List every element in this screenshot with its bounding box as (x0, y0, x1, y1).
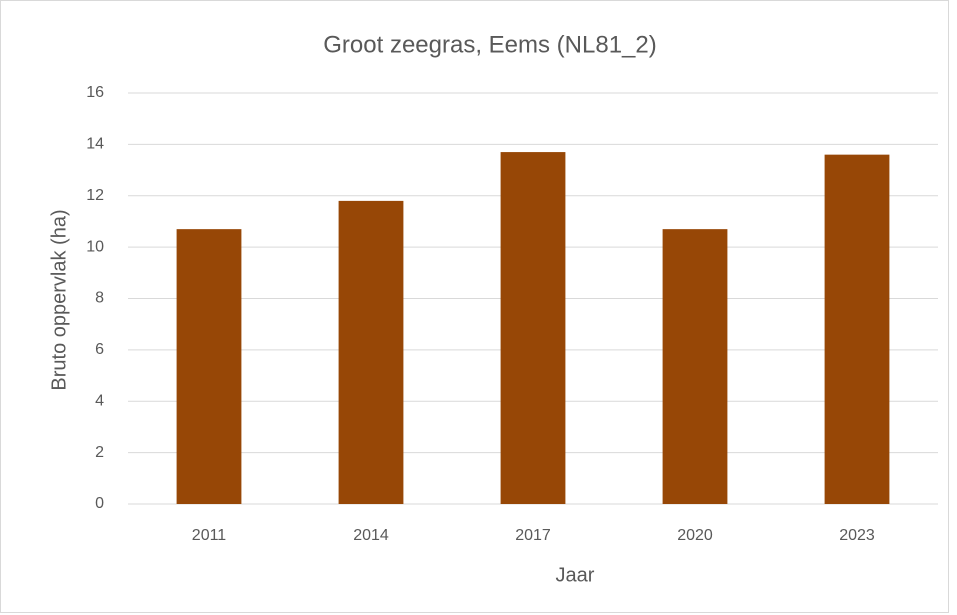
x-tick-label: 2023 (839, 527, 875, 544)
x-tick-label: 2014 (353, 527, 389, 544)
y-tick-label: 16 (86, 84, 104, 101)
y-tick-label: 6 (95, 341, 104, 358)
x-axis-label: Jaar (556, 564, 595, 586)
chart-title: Groot zeegras, Eems (NL81_2) (323, 31, 656, 58)
bar (500, 152, 566, 505)
bar (662, 229, 728, 505)
y-axis-label: Bruto oppervlak (ha) (48, 209, 70, 390)
y-tick-label: 10 (86, 238, 104, 255)
y-tick-label: 8 (95, 290, 104, 307)
y-tick-label: 2 (95, 444, 104, 461)
bar (176, 229, 242, 505)
y-tick-label: 0 (95, 495, 104, 512)
y-tick-label: 14 (86, 136, 104, 153)
x-tick-label: 2011 (192, 527, 227, 544)
y-tick-label: 4 (95, 392, 104, 409)
x-tick-label: 2017 (515, 527, 551, 544)
bar (338, 200, 404, 504)
bar (824, 154, 890, 504)
y-tick-label: 12 (86, 187, 104, 204)
x-tick-label: 2020 (677, 527, 713, 544)
